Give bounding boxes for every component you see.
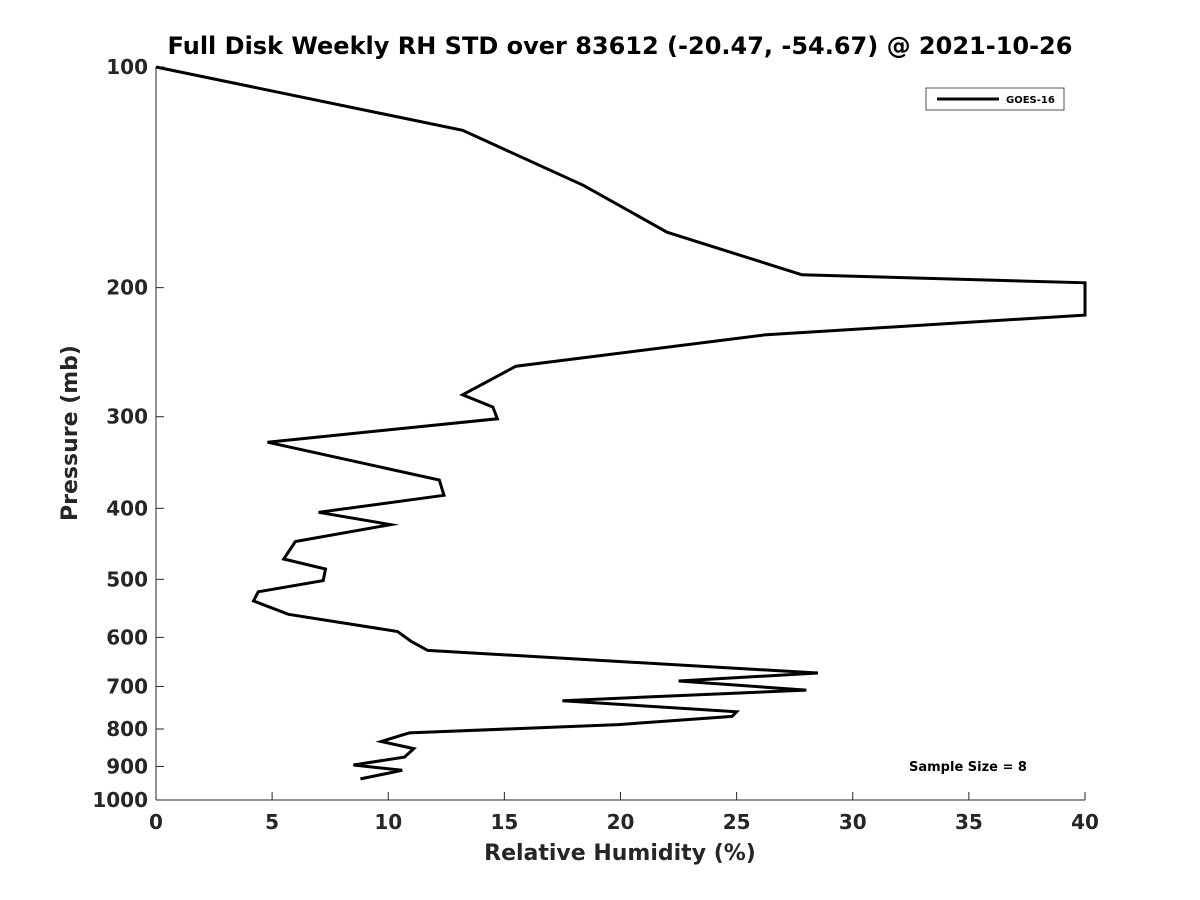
x-tick-label-2: 10 xyxy=(374,810,402,834)
y-axis-label: Pressure (mb) xyxy=(58,345,83,521)
y-ticks: 100 200 300 400 500 600 700 800 900 1000 xyxy=(92,55,164,812)
legend-entry-goes-16: GOES-16 xyxy=(1006,95,1055,106)
x-axis-label: Relative Humidity (%) xyxy=(484,841,756,866)
y-tick-label-4: 500 xyxy=(106,567,148,591)
y-tick-label-1: 200 xyxy=(106,276,148,300)
sample-size-annotation: Sample Size = 8 xyxy=(909,760,1027,775)
y-tick-label-7: 800 xyxy=(106,717,148,741)
plot-area xyxy=(156,67,1085,800)
x-ticks: 0 5 10 15 20 25 30 35 40 xyxy=(149,792,1099,834)
x-tick-label-8: 40 xyxy=(1071,810,1099,834)
x-tick-label-1: 5 xyxy=(265,810,279,834)
x-tick-label-7: 35 xyxy=(955,810,983,834)
y-tick-label-8: 900 xyxy=(106,754,148,778)
x-tick-label-6: 30 xyxy=(839,810,867,834)
y-tick-label-9: 1000 xyxy=(92,788,148,812)
x-tick-label-4: 20 xyxy=(607,810,635,834)
plot-axes xyxy=(155,67,1085,801)
legend: GOES-16 xyxy=(925,87,1065,111)
series-layer xyxy=(155,65,1087,781)
y-tick-label-0: 100 xyxy=(106,55,148,79)
series-line-goes-16 xyxy=(155,65,1087,781)
y-tick-label-6: 700 xyxy=(106,674,148,698)
y-tick-label-5: 600 xyxy=(106,625,148,649)
x-tick-label-5: 25 xyxy=(723,810,751,834)
x-tick-label-0: 0 xyxy=(149,810,163,834)
y-tick-label-2: 300 xyxy=(106,405,148,429)
chart-title: Full Disk Weekly RH STD over 83612 (-20.… xyxy=(168,32,1073,60)
x-tick-label-3: 15 xyxy=(490,810,518,834)
y-tick-label-3: 400 xyxy=(106,496,148,520)
